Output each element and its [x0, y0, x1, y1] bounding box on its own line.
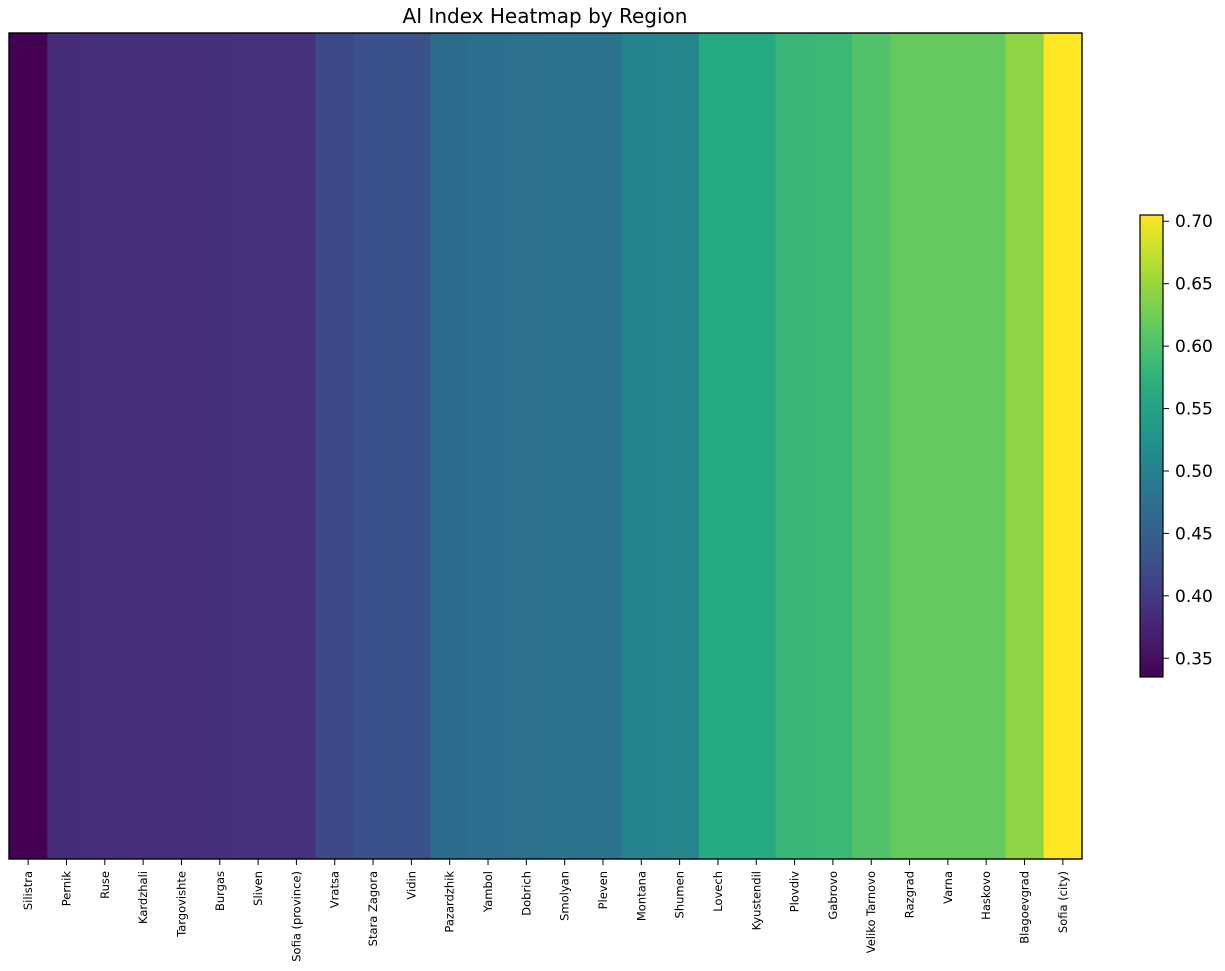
heatmap-cell: [698, 33, 738, 859]
x-tick-label: Kyustendil: [749, 871, 763, 930]
heatmap-cell: [468, 33, 508, 859]
x-tick-label: Ruse: [98, 871, 112, 899]
heatmap-cell: [430, 33, 470, 859]
x-tick-label: Razgrad: [903, 871, 917, 918]
heatmap-cell: [967, 33, 1006, 859]
colorbar-tick-label: 0.40: [1175, 587, 1213, 607]
x-tick-label: Yambol: [481, 871, 495, 913]
heatmap-cell: [315, 33, 355, 859]
heatmap-cell: [775, 33, 815, 859]
x-tick-label: Sliven: [251, 871, 265, 906]
colorbar-tick-label: 0.35: [1175, 649, 1213, 669]
heatmap-cell: [9, 33, 48, 859]
heatmap-cell: [277, 33, 317, 859]
chart-title: AI Index Heatmap by Region: [403, 4, 688, 28]
x-tick-label: Haskovo: [979, 871, 993, 920]
x-tick-label: Silistra: [21, 871, 35, 910]
x-tick-label: Dobrich: [519, 871, 533, 916]
heatmap-cell: [737, 33, 777, 859]
x-tick-label: Smolyan: [558, 871, 572, 921]
x-tick-label: Varna: [941, 871, 955, 904]
heatmap-cell: [162, 33, 202, 859]
x-tick-label: Stara Zagora: [366, 871, 380, 946]
x-tick-label: Sofia (city): [1056, 871, 1070, 933]
colorbar-axis: 0.35 0.40 0.45 0.50 0.55 0.60 0.65 0.70: [1163, 212, 1213, 669]
x-tick-label: Targovishte: [174, 871, 188, 938]
x-tick-label: Pleven: [596, 871, 610, 909]
x-tick-label: Veliko Tarnovo: [864, 871, 878, 953]
colorbar: [1139, 214, 1164, 678]
x-tick-label: Pazardzhik: [443, 871, 457, 933]
heatmap-cell: [238, 33, 278, 859]
colorbar-tick-label: 0.55: [1175, 400, 1213, 420]
x-tick-label: Shumen: [673, 871, 687, 918]
heatmap-cell: [47, 33, 87, 859]
heatmap-cell: [545, 33, 585, 859]
heatmap-cell: [85, 33, 125, 859]
colorbar-tick-label: 0.65: [1175, 275, 1213, 295]
heatmap-cell: [123, 33, 163, 859]
colorbar-tick-label: 0.60: [1175, 337, 1213, 357]
colorbar-tick-label: 0.70: [1175, 212, 1213, 232]
heatmap-cell: [1005, 33, 1045, 859]
x-tick-label: Kardzhali: [136, 871, 150, 924]
x-tick-label: Gabrovo: [826, 871, 840, 920]
x-tick-label: Plovdiv: [788, 871, 802, 912]
heatmap-cell: [392, 33, 432, 859]
heatmap-cells: [9, 33, 1083, 859]
heatmap-cell: [813, 33, 853, 859]
colorbar-tick-label: 0.45: [1175, 524, 1213, 544]
x-tick-label: Burgas: [213, 871, 227, 911]
heatmap-cell: [660, 33, 700, 859]
heatmap-cell: [622, 33, 662, 859]
x-tick-label: Pernik: [59, 871, 73, 907]
heatmap-cell: [353, 33, 393, 859]
heatmap-cell: [507, 33, 547, 859]
x-tick-label: Blagoevgrad: [1018, 871, 1032, 944]
x-tick-label: Montana: [634, 871, 648, 921]
x-tick-label: Lovech: [711, 871, 725, 912]
heatmap-cell: [200, 33, 240, 859]
colorbar-tick-label: 0.50: [1175, 462, 1213, 482]
heatmap-cell: [928, 33, 968, 859]
heatmap-cell: [852, 33, 891, 859]
plot-frame: [8, 32, 1083, 860]
x-tick-label: Sofia (province): [289, 871, 303, 962]
heatmap-cell: [1043, 33, 1083, 859]
x-tick-label: Vratsa: [328, 871, 342, 908]
x-axis: Silistra Pernik Ruse Kardzhali Targovishte Bu…: [21, 859, 1070, 962]
x-tick-label: Vidin: [404, 871, 418, 900]
heatmap-cell: [583, 33, 623, 859]
heatmap-cell: [890, 33, 930, 859]
